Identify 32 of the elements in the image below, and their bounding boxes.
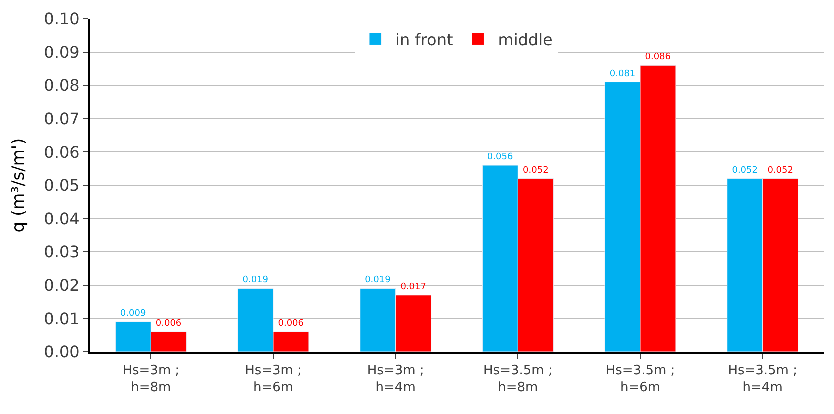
data-label: 0.009 [120, 309, 146, 320]
y-tick-label: 0.10 [44, 10, 80, 29]
data-label: 0.056 [487, 152, 514, 163]
y-tick-label: 0.01 [44, 309, 80, 328]
y-tick-label: 0.02 [44, 276, 80, 295]
y-tick-label: 0.04 [44, 209, 80, 228]
x-tick-label: Hs=3m ; h=6m [245, 364, 302, 396]
x-tick-label: Hs=3.5m ; h=8m [484, 364, 553, 396]
x-tick-label: Hs=3.5m ; h=6m [606, 364, 676, 396]
data-label: 0.086 [645, 52, 672, 63]
y-tick-label: 0.03 [44, 242, 80, 262]
data-label: 0.052 [768, 166, 794, 176]
x-tick-label: Hs=3m ; h=8m [122, 364, 180, 396]
data-label: 0.006 [278, 319, 304, 330]
y-tick-label: 0.09 [44, 42, 80, 62]
data-label: 0.052 [732, 166, 758, 176]
data-label: 0.019 [365, 276, 392, 286]
y-tick-label: 0.07 [44, 110, 80, 128]
y-tick-label: 0.06 [44, 142, 80, 162]
data-label: 0.006 [156, 319, 182, 330]
x-tick-label: Hs=3m ; h=4m [367, 364, 424, 396]
data-label: 0.081 [610, 69, 636, 80]
data-label: 0.019 [242, 276, 269, 286]
legend-label: middle [498, 30, 553, 50]
data-label: 0.052 [523, 166, 549, 176]
y-axis-title: q (m³/s/m') [9, 138, 30, 233]
y-tick-label: 0.08 [44, 76, 80, 96]
y-tick-label: 0.00 [44, 342, 80, 362]
legend-label: in front [396, 30, 454, 50]
y-tick-label: 0.05 [44, 176, 80, 196]
x-tick-label: Hs=3.5m ; h=4m [728, 364, 798, 396]
data-label: 0.017 [400, 282, 426, 292]
